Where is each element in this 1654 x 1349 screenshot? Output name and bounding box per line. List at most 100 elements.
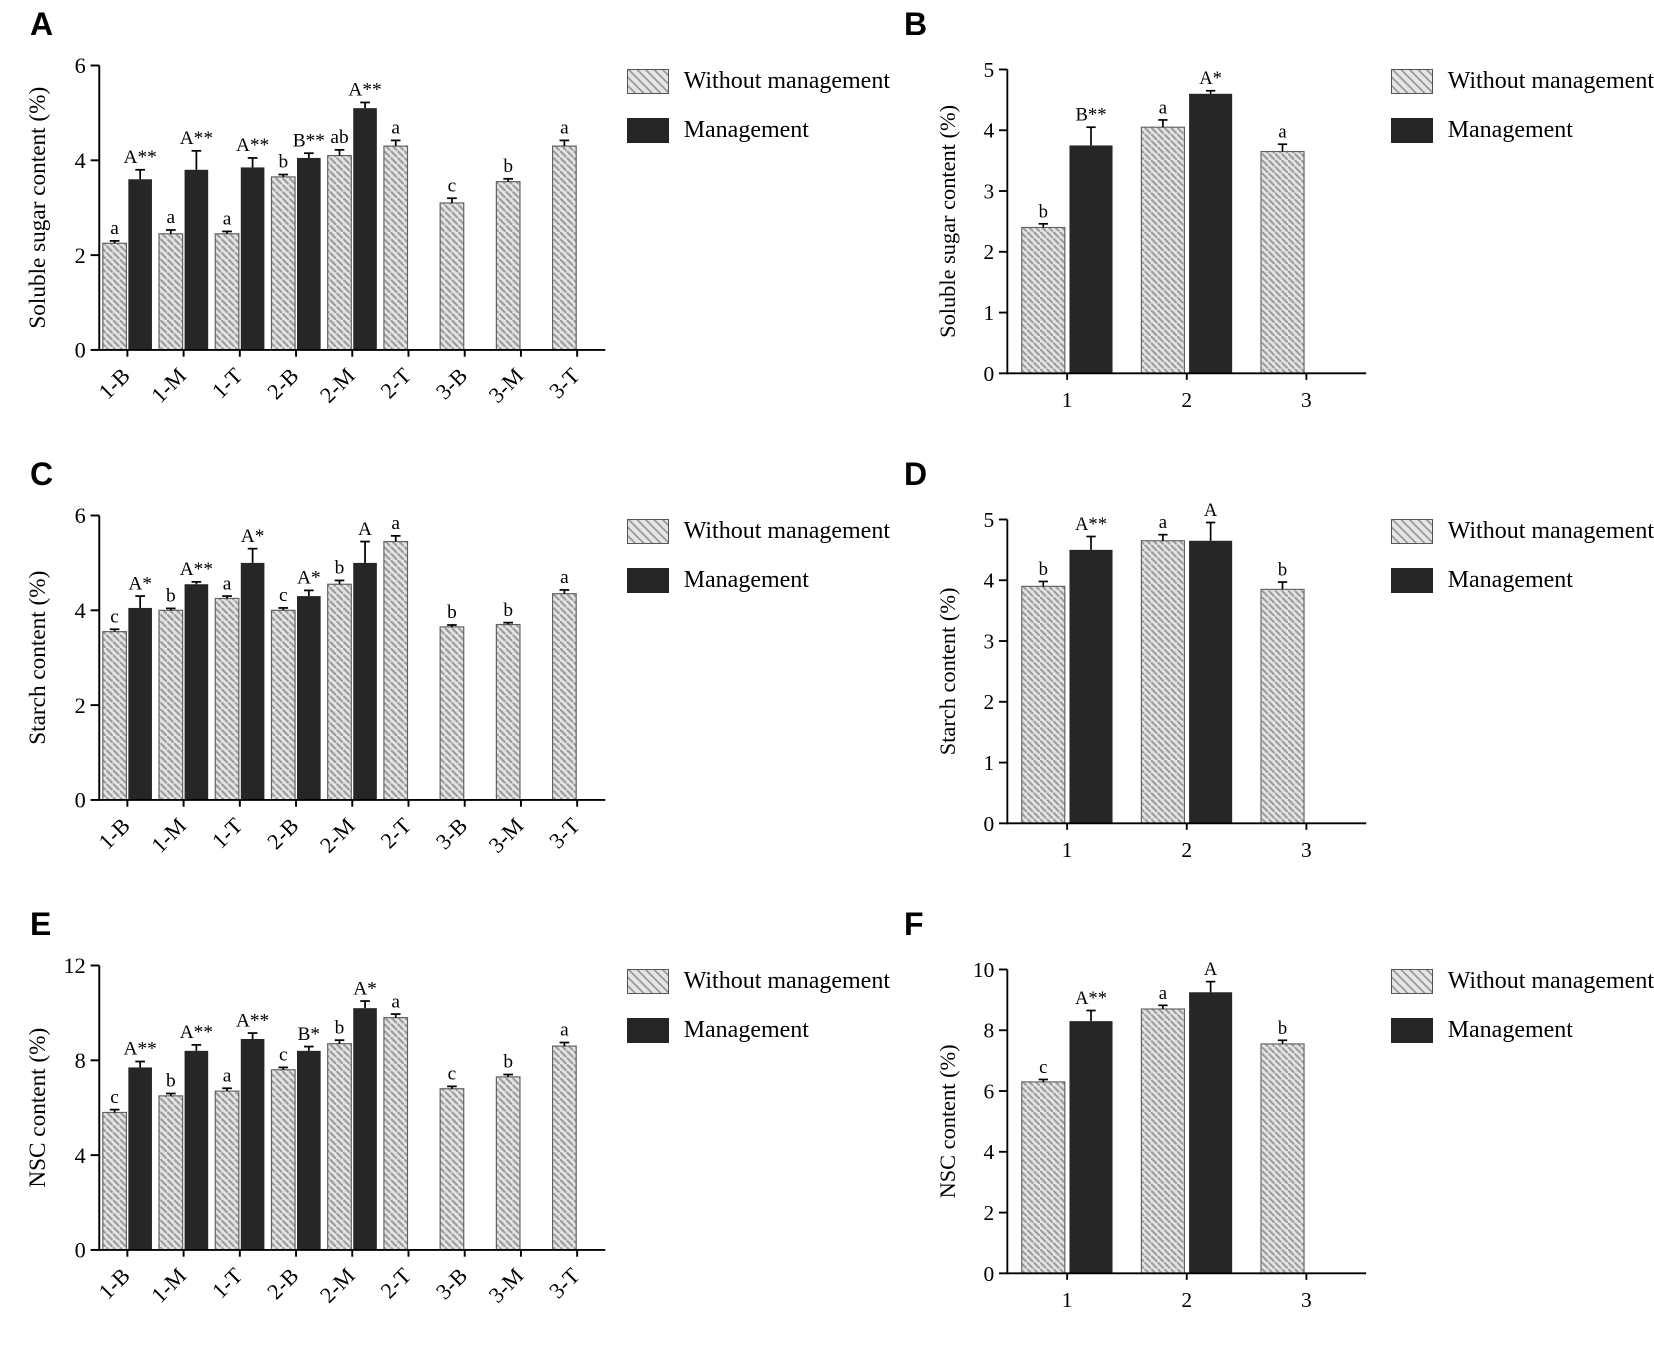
svg-text:A*: A* <box>353 978 377 999</box>
svg-text:1: 1 <box>1062 1288 1073 1312</box>
svg-text:0: 0 <box>984 362 995 386</box>
svg-text:2: 2 <box>1181 388 1192 412</box>
svg-text:3-T: 3-T <box>544 813 585 854</box>
svg-text:a: a <box>223 573 232 594</box>
svg-text:1-B: 1-B <box>94 813 135 854</box>
svg-text:c: c <box>448 175 457 196</box>
legend-label-without: Without management <box>683 68 890 94</box>
chart-wrap-e: 0 4 8 12 NSC content (%) 1-B c A** 1-M b A** 1-T a A*… <box>0 900 890 1349</box>
svg-text:2: 2 <box>984 1201 995 1225</box>
svg-text:4: 4 <box>984 119 995 143</box>
hatched-swatch-icon <box>1390 969 1433 994</box>
svg-text:5: 5 <box>984 58 995 82</box>
hatched-swatch-icon <box>626 519 669 544</box>
svg-text:b: b <box>1039 559 1048 580</box>
svg-text:2-M: 2-M <box>315 813 360 858</box>
svg-text:a: a <box>560 1020 569 1041</box>
legend: Without management Management <box>626 518 890 594</box>
svg-text:b: b <box>503 1052 513 1073</box>
chart-wrap-b: 0 1 2 3 4 5 Soluble sugar content (%) 1 b B** 2 a A*… <box>890 0 1654 446</box>
solid-swatch-icon <box>626 1018 669 1043</box>
svg-text:Starch content (%): Starch content (%) <box>935 588 960 756</box>
chart-wrap-c: 0 2 4 6 Starch content (%) 1-B c A* 1-M b A** 1-T a A… <box>0 450 890 900</box>
svg-text:b: b <box>166 586 176 607</box>
svg-text:1-B: 1-B <box>94 1263 135 1304</box>
svg-text:1: 1 <box>984 301 995 325</box>
svg-text:A*: A* <box>128 573 152 594</box>
svg-text:2: 2 <box>1181 838 1192 862</box>
legend-label-management: Management <box>683 117 809 143</box>
svg-text:2-T: 2-T <box>375 1263 416 1304</box>
panel-label-f: F <box>904 906 924 942</box>
svg-text:Soluble sugar content (%): Soluble sugar content (%) <box>935 105 960 338</box>
hatched-swatch-icon <box>626 69 669 94</box>
svg-text:2-B: 2-B <box>262 363 303 404</box>
svg-text:a: a <box>560 118 569 139</box>
svg-text:3: 3 <box>1301 1288 1312 1312</box>
chart-wrap-f: 0 2 4 6 8 10 NSC content (%) 1 c A** 2 a A 3 b Without… <box>890 900 1654 1346</box>
svg-text:4: 4 <box>75 598 86 623</box>
svg-text:0: 0 <box>75 338 86 363</box>
panel-label-e: E <box>30 906 52 942</box>
legend-label-without: Without management <box>683 518 890 544</box>
legend: Without management Management <box>1390 518 1654 594</box>
panel-label-c: C <box>30 456 54 492</box>
svg-text:B**: B** <box>1075 105 1106 126</box>
legend-label-without: Without management <box>1447 68 1654 94</box>
legend-label-management: Management <box>1447 117 1573 143</box>
svg-text:1: 1 <box>1062 388 1073 412</box>
svg-text:b: b <box>447 602 457 623</box>
svg-text:3: 3 <box>1301 388 1312 412</box>
panel-label-b: B <box>904 6 928 42</box>
svg-text:3-T: 3-T <box>544 1263 585 1304</box>
svg-text:2-M: 2-M <box>315 1263 360 1308</box>
svg-text:A**: A** <box>180 128 213 149</box>
panel-b: B 0 1 2 3 4 5 Soluble sugar content (%) 1 b B** 2 a… <box>890 0 1654 450</box>
svg-text:c: c <box>279 585 288 606</box>
svg-text:b: b <box>335 558 345 579</box>
svg-text:B**: B** <box>293 130 325 151</box>
svg-text:2-B: 2-B <box>262 1263 303 1304</box>
solid-swatch-icon <box>1390 118 1433 143</box>
svg-text:0: 0 <box>75 1238 86 1263</box>
legend-item-without-management: Without management <box>626 968 890 995</box>
bar-chart-soluble-sugar-plots: 0 1 2 3 4 5 Soluble sugar content (%) 1 b B** 2 a A*… <box>935 58 1367 412</box>
svg-text:6: 6 <box>75 503 86 528</box>
svg-text:a: a <box>1159 983 1168 1004</box>
legend-item-management: Management <box>626 567 890 594</box>
svg-text:10: 10 <box>973 958 994 982</box>
svg-text:b: b <box>503 156 513 177</box>
svg-text:b: b <box>278 152 288 173</box>
svg-text:A**: A** <box>348 80 381 101</box>
chart-wrap-a: 0 2 4 6 Soluble sugar content (%) 1-B a A** 1-M a… <box>0 0 890 450</box>
svg-text:a: a <box>1159 97 1168 118</box>
svg-text:1: 1 <box>984 751 995 775</box>
svg-text:1: 1 <box>1062 838 1073 862</box>
svg-text:2-T: 2-T <box>375 813 416 854</box>
svg-text:0: 0 <box>984 812 995 836</box>
svg-text:1-M: 1-M <box>146 1263 191 1308</box>
svg-text:c: c <box>110 1087 119 1108</box>
legend-label-without: Without management <box>1447 518 1654 544</box>
svg-text:A*: A* <box>297 568 321 589</box>
solid-swatch-icon <box>1390 568 1433 593</box>
svg-text:3-M: 3-M <box>484 813 529 858</box>
solid-swatch-icon <box>626 568 669 593</box>
legend-item-without-management: Without management <box>1390 518 1654 545</box>
svg-text:2-T: 2-T <box>375 363 416 404</box>
svg-text:a: a <box>1159 512 1168 533</box>
svg-text:a: a <box>223 209 232 230</box>
legend-item-without-management: Without management <box>626 518 890 545</box>
panel-c: C 0 2 4 6 Starch content (%) 1-B c A* 1-M b A** 1-T… <box>0 450 890 900</box>
bar-chart-starch-plots: 0 1 2 3 4 5 Starch content (%) 1 b A** 2 a A 3 b <box>935 500 1367 862</box>
svg-text:a: a <box>223 1066 232 1087</box>
legend-item-without-management: Without management <box>1390 968 1654 995</box>
svg-text:3: 3 <box>984 629 995 653</box>
svg-text:5: 5 <box>984 508 995 532</box>
svg-text:A**: A** <box>236 1010 269 1031</box>
svg-text:3-T: 3-T <box>544 363 585 404</box>
svg-text:b: b <box>1039 201 1048 222</box>
svg-text:8: 8 <box>75 1048 86 1073</box>
svg-text:ab: ab <box>330 127 348 148</box>
